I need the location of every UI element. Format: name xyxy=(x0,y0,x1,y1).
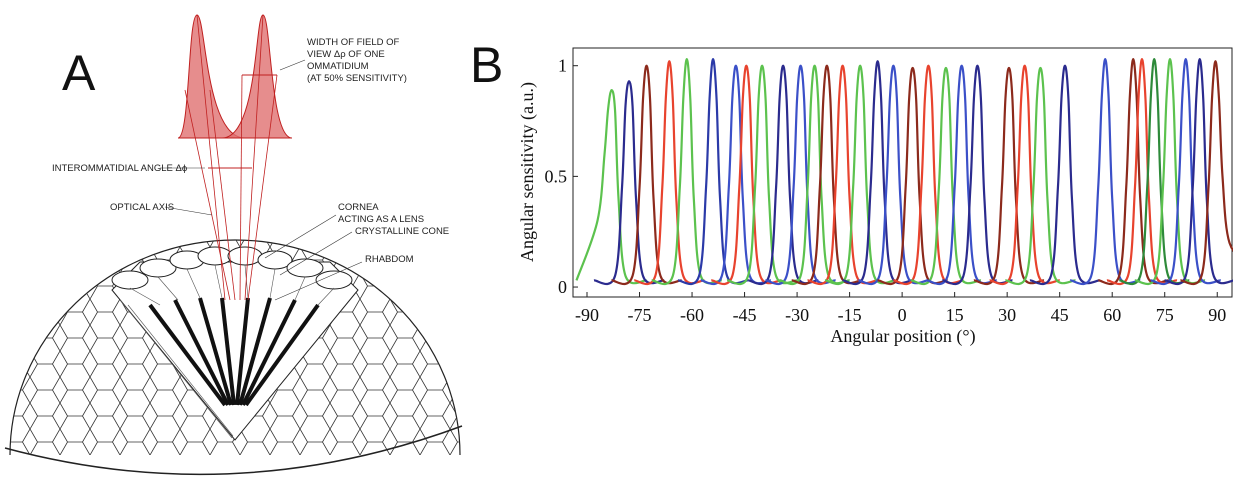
panel-letter: A xyxy=(62,45,96,101)
series-line xyxy=(910,66,982,286)
x-tick-label: -60 xyxy=(680,305,704,325)
label: INTEROMMATIDIAL ANGLE Δϕ xyxy=(52,163,187,174)
series-line xyxy=(700,64,772,286)
series-line xyxy=(926,64,997,286)
series-line xyxy=(973,66,1045,286)
series-line xyxy=(634,60,705,286)
y-tick-label: 0 xyxy=(558,277,567,297)
sensitivity-curve xyxy=(221,14,293,139)
series-line xyxy=(1106,57,1178,286)
series-line xyxy=(824,64,896,286)
series-line xyxy=(1180,60,1233,286)
label: ACTING AS A LENS xyxy=(338,214,424,225)
label: OMMATIDIUM xyxy=(307,61,369,72)
series-line xyxy=(1134,57,1206,286)
label: OPTICAL AXIS xyxy=(110,202,174,213)
x-tick-label: -45 xyxy=(733,305,757,325)
series-line xyxy=(807,64,878,286)
series-line xyxy=(779,64,850,286)
leaders xyxy=(160,59,363,301)
x-tick-label: -90 xyxy=(575,305,599,325)
series-line xyxy=(877,66,948,286)
rhabdoms xyxy=(148,297,320,407)
x-tick-label: 60 xyxy=(1103,305,1121,325)
x-tick-label: 75 xyxy=(1156,305,1174,325)
series-line xyxy=(893,64,964,286)
label: CORNEA xyxy=(338,202,379,213)
x-tick-label: 45 xyxy=(1051,305,1069,325)
label: (AT 50% SENSITIVITY) xyxy=(307,73,407,84)
dome-base xyxy=(4,425,463,476)
x-tick-label: 15 xyxy=(946,305,964,325)
series-line xyxy=(942,64,1013,286)
panel-a: A xyxy=(4,14,463,476)
label: WIDTH OF FIELD OF xyxy=(307,37,400,48)
x-tick-label: 90 xyxy=(1208,305,1226,325)
series-line xyxy=(677,57,749,286)
series-line xyxy=(765,64,836,286)
x-tick-label: -15 xyxy=(838,305,862,325)
series-line xyxy=(1150,57,1221,286)
x-axis-label: Angular position (°) xyxy=(830,326,975,347)
series-line xyxy=(747,64,819,286)
y-tick-label: 1 xyxy=(558,56,567,76)
series-line xyxy=(1005,66,1076,286)
series-line xyxy=(1164,57,1233,286)
x-tick-label: -75 xyxy=(628,305,652,325)
label: CRYSTALLINE CONE xyxy=(355,226,449,237)
series-line xyxy=(1118,57,1190,286)
series-line xyxy=(791,64,863,286)
lenses xyxy=(111,246,353,290)
axes-rays xyxy=(184,14,278,301)
panel-b: B Angular position (°) Angular sensitivi… xyxy=(470,37,1233,347)
label: VIEW Δρ OF ONE xyxy=(307,49,385,60)
y-axis-label: Angular sensitivity (a.u.) xyxy=(517,82,538,262)
arrows xyxy=(208,74,277,169)
series-line xyxy=(593,80,665,286)
plot-area xyxy=(575,57,1233,286)
series-line xyxy=(858,64,929,286)
series-line xyxy=(651,57,723,286)
sensitivity-curve xyxy=(177,14,246,139)
series-line xyxy=(575,88,647,285)
series-line xyxy=(1029,64,1101,286)
series-line xyxy=(611,64,682,286)
series-line xyxy=(1069,57,1141,286)
series-line xyxy=(989,64,1060,286)
cones xyxy=(119,264,335,439)
y-tick-label: 0.5 xyxy=(545,166,568,186)
series-line xyxy=(842,60,913,286)
panel-letter: B xyxy=(470,37,503,93)
x-tick-label: 30 xyxy=(998,305,1016,325)
x-tick-label: 0 xyxy=(898,305,907,325)
x-tick-label: -30 xyxy=(785,305,809,325)
series-line xyxy=(711,64,782,286)
label: RHABDOM xyxy=(365,254,414,265)
